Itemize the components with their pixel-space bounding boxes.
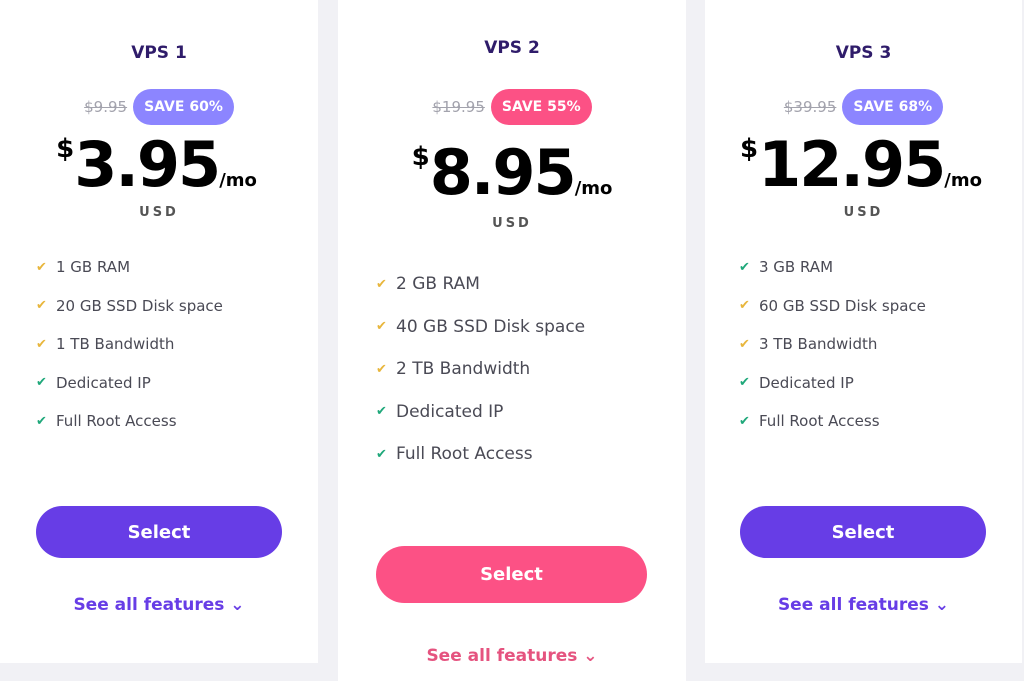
feature-list: ✔ 1 GB RAM ✔ 20 GB SSD Disk space ✔ 1 TB Band… [36, 248, 223, 441]
feature-text: 3 TB Bandwidth [759, 335, 878, 354]
feature-text: 40 GB SSD Disk space [396, 316, 586, 337]
save-badge: SAVE 55% [490, 89, 592, 125]
feature-text: 2 GB RAM [396, 274, 480, 295]
chevron-down-icon: ⌄ [583, 646, 598, 666]
see-all-label: See all features [426, 646, 578, 666]
feature-text: 2 TB Bandwidth [396, 359, 531, 380]
feature-text: 60 GB SSD Disk space [759, 296, 926, 315]
old-price: $39.95 [783, 98, 837, 116]
save-badge: SAVE 68% [842, 89, 944, 125]
feature-item: ✔ Full Root Access [739, 402, 926, 441]
feature-item: ✔ 40 GB SSD Disk space [376, 306, 585, 349]
feature-text: Dedicated IP [396, 401, 504, 422]
feature-text: 20 GB SSD Disk space [56, 296, 223, 315]
check-icon: ✔ [36, 375, 47, 391]
check-icon: ✔ [739, 259, 750, 275]
check-icon: ✔ [376, 276, 387, 292]
currency-label: USD [139, 205, 179, 220]
feature-item: ✔ Dedicated IP [739, 364, 926, 403]
price-period: /mo [944, 170, 982, 191]
feature-text: Full Root Access [396, 444, 533, 465]
feature-item: ✔ 60 GB SSD Disk space [739, 287, 926, 326]
price: $3.95/mo [0, 128, 318, 201]
check-icon: ✔ [36, 259, 47, 275]
see-all-label: See all features [73, 595, 225, 615]
plan-card-vps2: VPS 2 $19.95 SAVE 55% $8.95/mo USD ✔ 2 GB… [338, 0, 686, 681]
plan-card-vps3: VPS 3 $39.95 SAVE 68% $12.95/mo USD ✔ 3 G… [705, 0, 1022, 663]
feature-text: 1 GB RAM [56, 258, 131, 277]
feature-list: ✔ 2 GB RAM ✔ 40 GB SSD Disk space ✔ 2 TB Band… [376, 263, 585, 476]
feature-text: Dedicated IP [56, 373, 151, 392]
feature-item: ✔ Dedicated IP [376, 391, 585, 434]
price-amount: 8.95 [429, 136, 577, 209]
save-badge: SAVE 60% [133, 89, 234, 125]
old-price: $19.95 [432, 98, 485, 116]
feature-item: ✔ 1 TB Bandwidth [36, 325, 223, 364]
price: $8.95/mo [338, 136, 686, 209]
feature-text: Full Root Access [56, 412, 177, 431]
select-button[interactable]: Select [36, 506, 282, 558]
currency-symbol: $ [740, 134, 759, 164]
plan-title: VPS 1 [131, 43, 187, 63]
price-row: $9.95 SAVE 60% [0, 89, 318, 125]
check-icon: ✔ [36, 413, 47, 429]
see-all-label: See all features [777, 595, 929, 615]
feature-item: ✔ Dedicated IP [36, 364, 223, 403]
price-amount: 3.95 [74, 128, 221, 201]
select-button[interactable]: Select [740, 506, 986, 558]
old-price: $9.95 [84, 98, 128, 116]
feature-text: 1 TB Bandwidth [56, 335, 175, 354]
feature-text: 3 GB RAM [759, 258, 834, 277]
price-amount: 12.95 [758, 128, 946, 201]
check-icon: ✔ [36, 336, 47, 352]
feature-item: ✔ 20 GB SSD Disk space [36, 287, 223, 326]
check-icon: ✔ [36, 298, 47, 314]
currency-label: USD [492, 216, 532, 231]
check-icon: ✔ [739, 375, 750, 391]
currency-symbol: $ [56, 134, 75, 164]
feature-item: ✔ Full Root Access [36, 402, 223, 441]
check-icon: ✔ [376, 446, 387, 462]
check-icon: ✔ [739, 298, 750, 314]
price-period: /mo [574, 178, 613, 199]
price-row: $39.95 SAVE 68% [705, 89, 1022, 125]
chevron-down-icon: ⌄ [934, 595, 950, 615]
check-icon: ✔ [376, 361, 387, 377]
check-icon: ✔ [739, 336, 750, 352]
select-button[interactable]: Select [376, 546, 647, 603]
feature-text: Full Root Access [759, 412, 880, 431]
feature-item: ✔ 3 GB RAM [739, 248, 926, 287]
plan-title: VPS 3 [835, 43, 892, 63]
feature-item: ✔ 2 GB RAM [376, 263, 585, 306]
check-icon: ✔ [739, 413, 750, 429]
check-icon: ✔ [376, 404, 387, 420]
see-all-features-link[interactable]: See all features ⌄ [0, 595, 318, 615]
currency-label: USD [843, 205, 884, 220]
plan-card-vps1: VPS 1 $9.95 SAVE 60% $3.95/mo USD ✔ 1 GB … [0, 0, 318, 663]
currency-symbol: $ [411, 142, 430, 172]
feature-item: ✔ 2 TB Bandwidth [376, 348, 585, 391]
feature-item: ✔ 1 GB RAM [36, 248, 223, 287]
price: $12.95/mo [700, 128, 1022, 201]
price-period: /mo [219, 170, 257, 191]
check-icon: ✔ [376, 319, 387, 335]
see-all-features-link[interactable]: See all features ⌄ [338, 646, 686, 666]
see-all-features-link[interactable]: See all features ⌄ [705, 595, 1022, 615]
chevron-down-icon: ⌄ [230, 595, 245, 615]
feature-item: ✔ Full Root Access [376, 433, 585, 476]
price-row: $19.95 SAVE 55% [338, 89, 686, 125]
feature-list: ✔ 3 GB RAM ✔ 60 GB SSD Disk space ✔ 3 TB Band… [739, 248, 926, 441]
feature-item: ✔ 3 TB Bandwidth [739, 325, 926, 364]
plan-title: VPS 2 [484, 38, 540, 58]
feature-text: Dedicated IP [759, 373, 854, 392]
